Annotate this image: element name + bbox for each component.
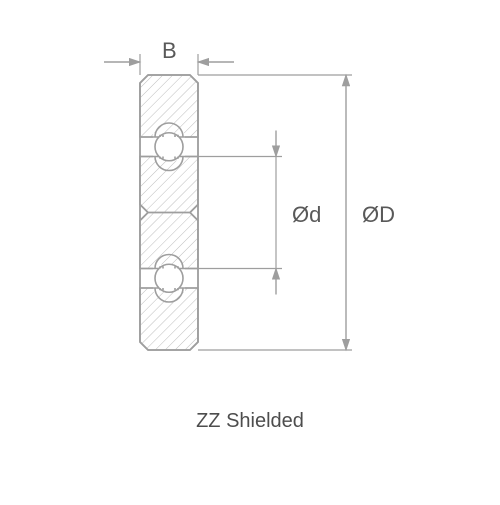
caption: ZZ Shielded <box>0 410 500 433</box>
svg-text:B: B <box>162 38 177 63</box>
svg-text:Ød: Ød <box>292 202 321 227</box>
svg-text:ØD: ØD <box>362 202 395 227</box>
bearing-diagram: B Ød ØD ZZ Shielded <box>0 0 500 500</box>
